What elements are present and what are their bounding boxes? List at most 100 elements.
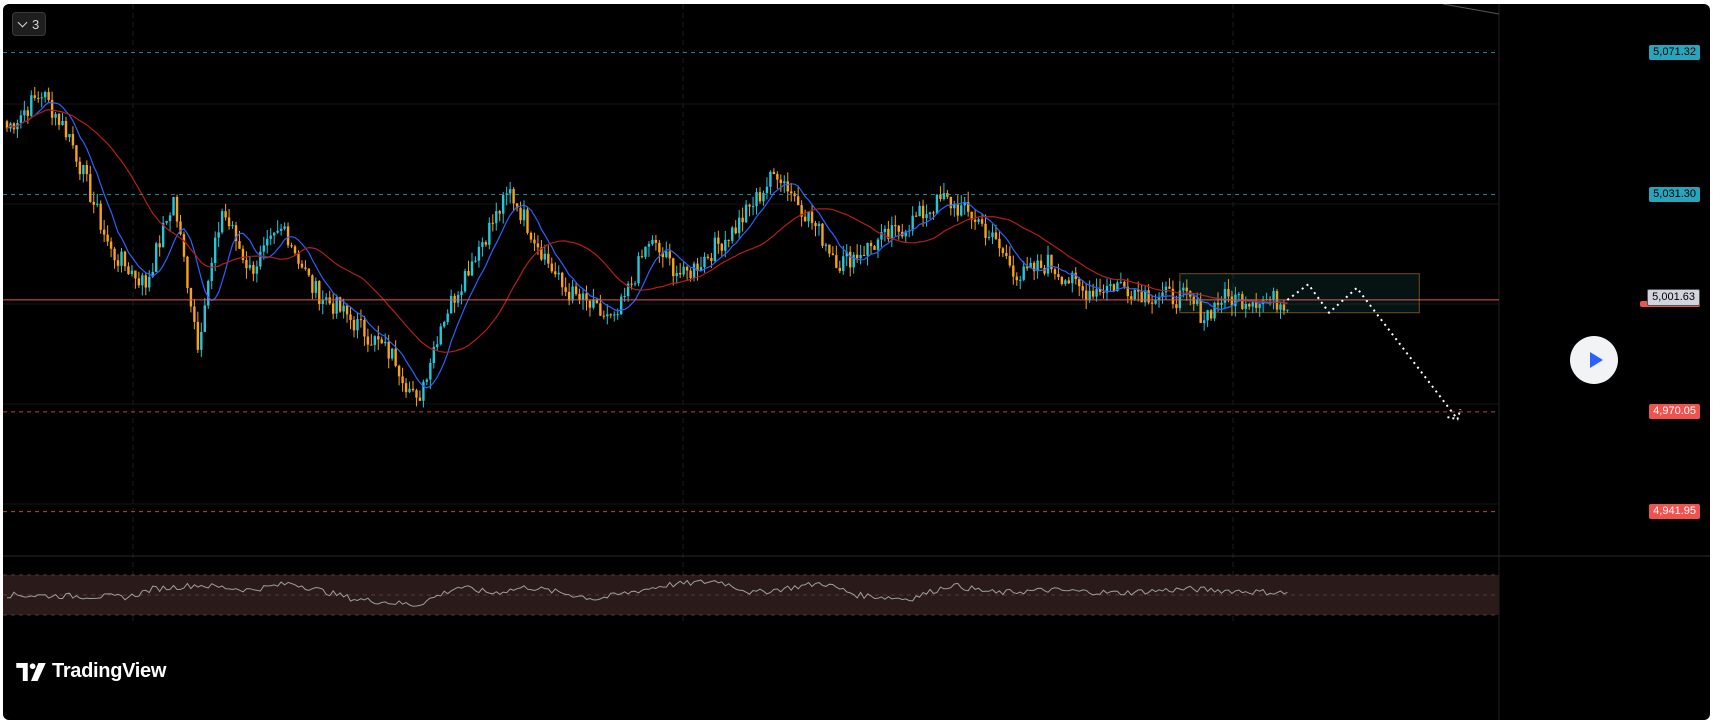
candle-body — [571, 286, 574, 301]
candle-body — [1255, 302, 1258, 308]
candle-body — [175, 196, 179, 222]
candle-body — [345, 305, 349, 315]
candle-body — [276, 230, 279, 233]
candle-body — [970, 211, 973, 220]
candle-body — [925, 214, 928, 219]
trend-line — [1442, 4, 1500, 15]
candle-body — [609, 314, 612, 316]
candle-body — [1095, 288, 1098, 297]
candle-body — [207, 280, 210, 306]
candle-body — [630, 283, 633, 285]
candle-body — [869, 242, 873, 247]
candle-body — [394, 348, 397, 366]
candle-body — [37, 97, 40, 99]
candle-body — [1029, 262, 1032, 269]
candle-body — [283, 226, 286, 229]
candle-body — [796, 196, 800, 206]
candle-body — [331, 303, 335, 314]
candle-body — [602, 315, 606, 317]
candle-body — [193, 306, 196, 322]
candle-body — [179, 221, 182, 235]
candle-body — [1178, 290, 1182, 309]
candle-body — [734, 227, 737, 234]
candle-body — [980, 219, 984, 224]
candle-body — [1102, 291, 1105, 293]
candle-body — [338, 297, 342, 312]
replay-play-button[interactable] — [1570, 336, 1618, 384]
candle-body — [349, 314, 352, 320]
candle-body — [1036, 260, 1039, 272]
candle-body — [561, 272, 564, 288]
tradingview-logo: TradingView — [16, 660, 166, 683]
chart-frame[interactable]: 3 TradingView 5,071.32 5,031.30 4,970.05 4,… — [3, 4, 1710, 720]
candle-body — [217, 232, 220, 238]
candle-body — [123, 251, 127, 267]
legend-toggle-button[interactable]: 3 — [12, 12, 47, 36]
candle-body — [814, 222, 817, 227]
candle-body — [720, 243, 724, 251]
candle-body — [33, 95, 36, 98]
candle-body — [342, 305, 345, 312]
candle-body — [377, 336, 380, 340]
candle-body — [1005, 252, 1008, 256]
candle-body — [335, 297, 338, 314]
candle-body — [647, 244, 651, 247]
candle-body — [828, 244, 831, 254]
candle-body — [1032, 262, 1036, 272]
candle-body — [404, 383, 408, 393]
candle-body — [547, 253, 550, 264]
candle-body — [668, 251, 671, 259]
candle-body — [43, 92, 47, 98]
candle-body — [675, 272, 678, 277]
candle-body — [186, 256, 189, 289]
rsi-line — [7, 579, 1288, 607]
candle-body — [963, 202, 966, 206]
candle-body — [401, 376, 404, 384]
candle-body — [252, 264, 255, 274]
candle-body — [984, 223, 987, 238]
candle-body — [321, 299, 324, 305]
candle-body — [120, 251, 123, 266]
candle-body — [23, 110, 26, 116]
candle-body — [727, 239, 730, 241]
candle-body — [765, 186, 769, 194]
candle-body — [432, 346, 436, 364]
candle-body — [1202, 320, 1206, 323]
indicator-count: 3 — [32, 16, 40, 32]
chart-canvas[interactable] — [3, 4, 1710, 720]
candle-body — [1022, 266, 1025, 280]
candle-body — [1272, 291, 1275, 300]
candle-body — [113, 248, 116, 261]
projection-path — [1286, 282, 1459, 420]
candle-body — [443, 321, 446, 327]
candle-body — [439, 326, 442, 345]
candle-body — [387, 341, 390, 359]
candle-body — [234, 225, 238, 242]
candle-body — [1012, 265, 1015, 277]
candle-body — [453, 295, 456, 303]
candle-body — [588, 300, 592, 308]
candle-body — [699, 267, 703, 272]
candle-body — [713, 237, 717, 261]
candle-body — [831, 253, 835, 256]
candle-body — [1053, 269, 1057, 275]
candle-body — [637, 256, 640, 284]
candle-body — [1175, 304, 1178, 309]
candle-body — [1064, 280, 1067, 284]
price-level-label: 5,031.30 — [1649, 186, 1700, 202]
candle-body — [210, 262, 213, 281]
candle-body — [141, 275, 144, 286]
candle-body — [1116, 282, 1119, 292]
candle-body — [1123, 281, 1126, 287]
candle-body — [477, 246, 481, 261]
candle-body — [866, 242, 869, 256]
candle-body — [144, 275, 147, 288]
candle-body — [1161, 292, 1164, 298]
candle-body — [678, 272, 682, 275]
candle-body — [554, 271, 557, 275]
candle-body — [1140, 291, 1143, 303]
candle-body — [418, 397, 422, 401]
candle-body — [203, 305, 206, 332]
candle-body — [1182, 287, 1185, 291]
candle-body — [436, 344, 439, 347]
